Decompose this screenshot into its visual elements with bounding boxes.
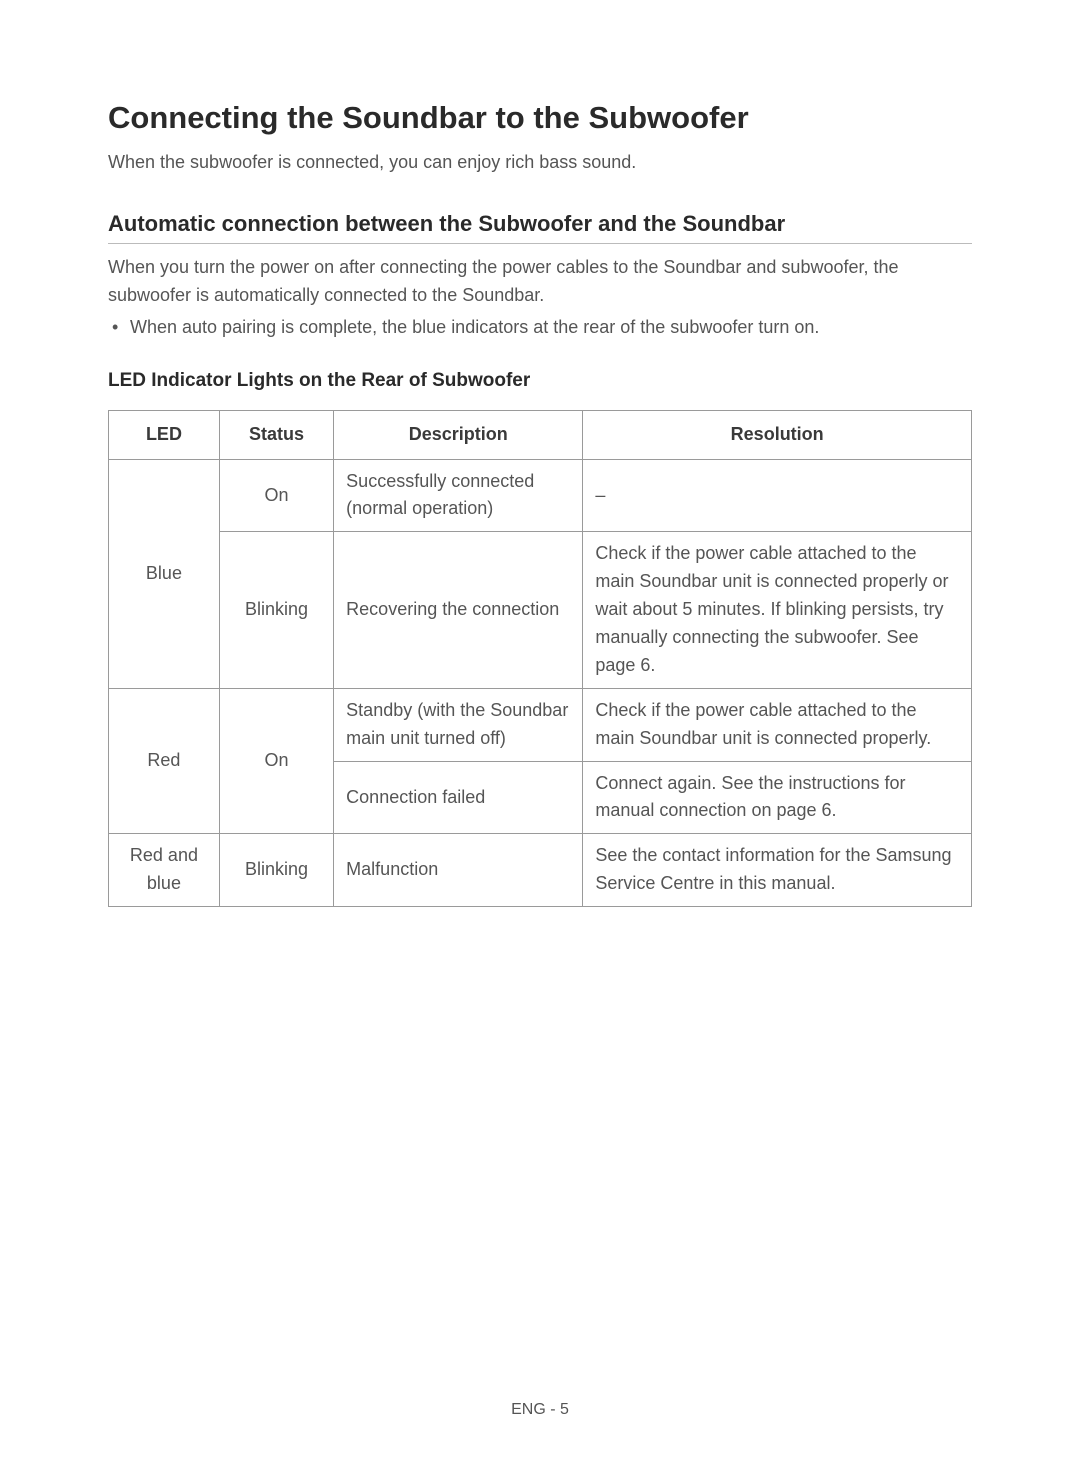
cell-resolution: Check if the power cable attached to the… [583, 688, 972, 761]
bullet-item: When auto pairing is complete, the blue … [130, 314, 972, 342]
cell-status: On [219, 459, 333, 532]
cell-description: Recovering the connection [334, 532, 583, 688]
cell-description: Standby (with the Soundbar main unit tur… [334, 688, 583, 761]
cell-description: Successfully connected (normal operation… [334, 459, 583, 532]
cell-resolution: Check if the power cable attached to the… [583, 532, 972, 688]
cell-status: Blinking [219, 834, 333, 907]
cell-description: Connection failed [334, 761, 583, 834]
led-indicator-table: LED Status Description Resolution Blue O… [108, 410, 972, 907]
table-row: Blue On Successfully connected (normal o… [109, 459, 972, 532]
cell-resolution: Connect again. See the instructions for … [583, 761, 972, 834]
section-text: When you turn the power on after connect… [108, 254, 972, 310]
cell-led: Red and blue [109, 834, 220, 907]
table-heading: LED Indicator Lights on the Rear of Subw… [108, 370, 972, 392]
header-description: Description [334, 410, 583, 459]
cell-led: Blue [109, 459, 220, 688]
cell-description: Malfunction [334, 834, 583, 907]
bullet-list: When auto pairing is complete, the blue … [108, 314, 972, 342]
table-row: Blinking Recovering the connection Check… [109, 532, 972, 688]
intro-text: When the subwoofer is connected, you can… [108, 152, 972, 173]
cell-led: Red [109, 688, 220, 834]
table-row: Red and blue Blinking Malfunction See th… [109, 834, 972, 907]
cell-resolution: See the contact information for the Sams… [583, 834, 972, 907]
header-status: Status [219, 410, 333, 459]
page-footer: ENG - 5 [0, 1401, 1080, 1419]
header-resolution: Resolution [583, 410, 972, 459]
table-header-row: LED Status Description Resolution [109, 410, 972, 459]
sub-heading: Automatic connection between the Subwoof… [108, 211, 972, 244]
cell-status: On [219, 688, 333, 834]
cell-status: Blinking [219, 532, 333, 688]
cell-resolution: – [583, 459, 972, 532]
header-led: LED [109, 410, 220, 459]
table-row: Red On Standby (with the Soundbar main u… [109, 688, 972, 761]
main-title: Connecting the Soundbar to the Subwoofer [108, 100, 972, 136]
